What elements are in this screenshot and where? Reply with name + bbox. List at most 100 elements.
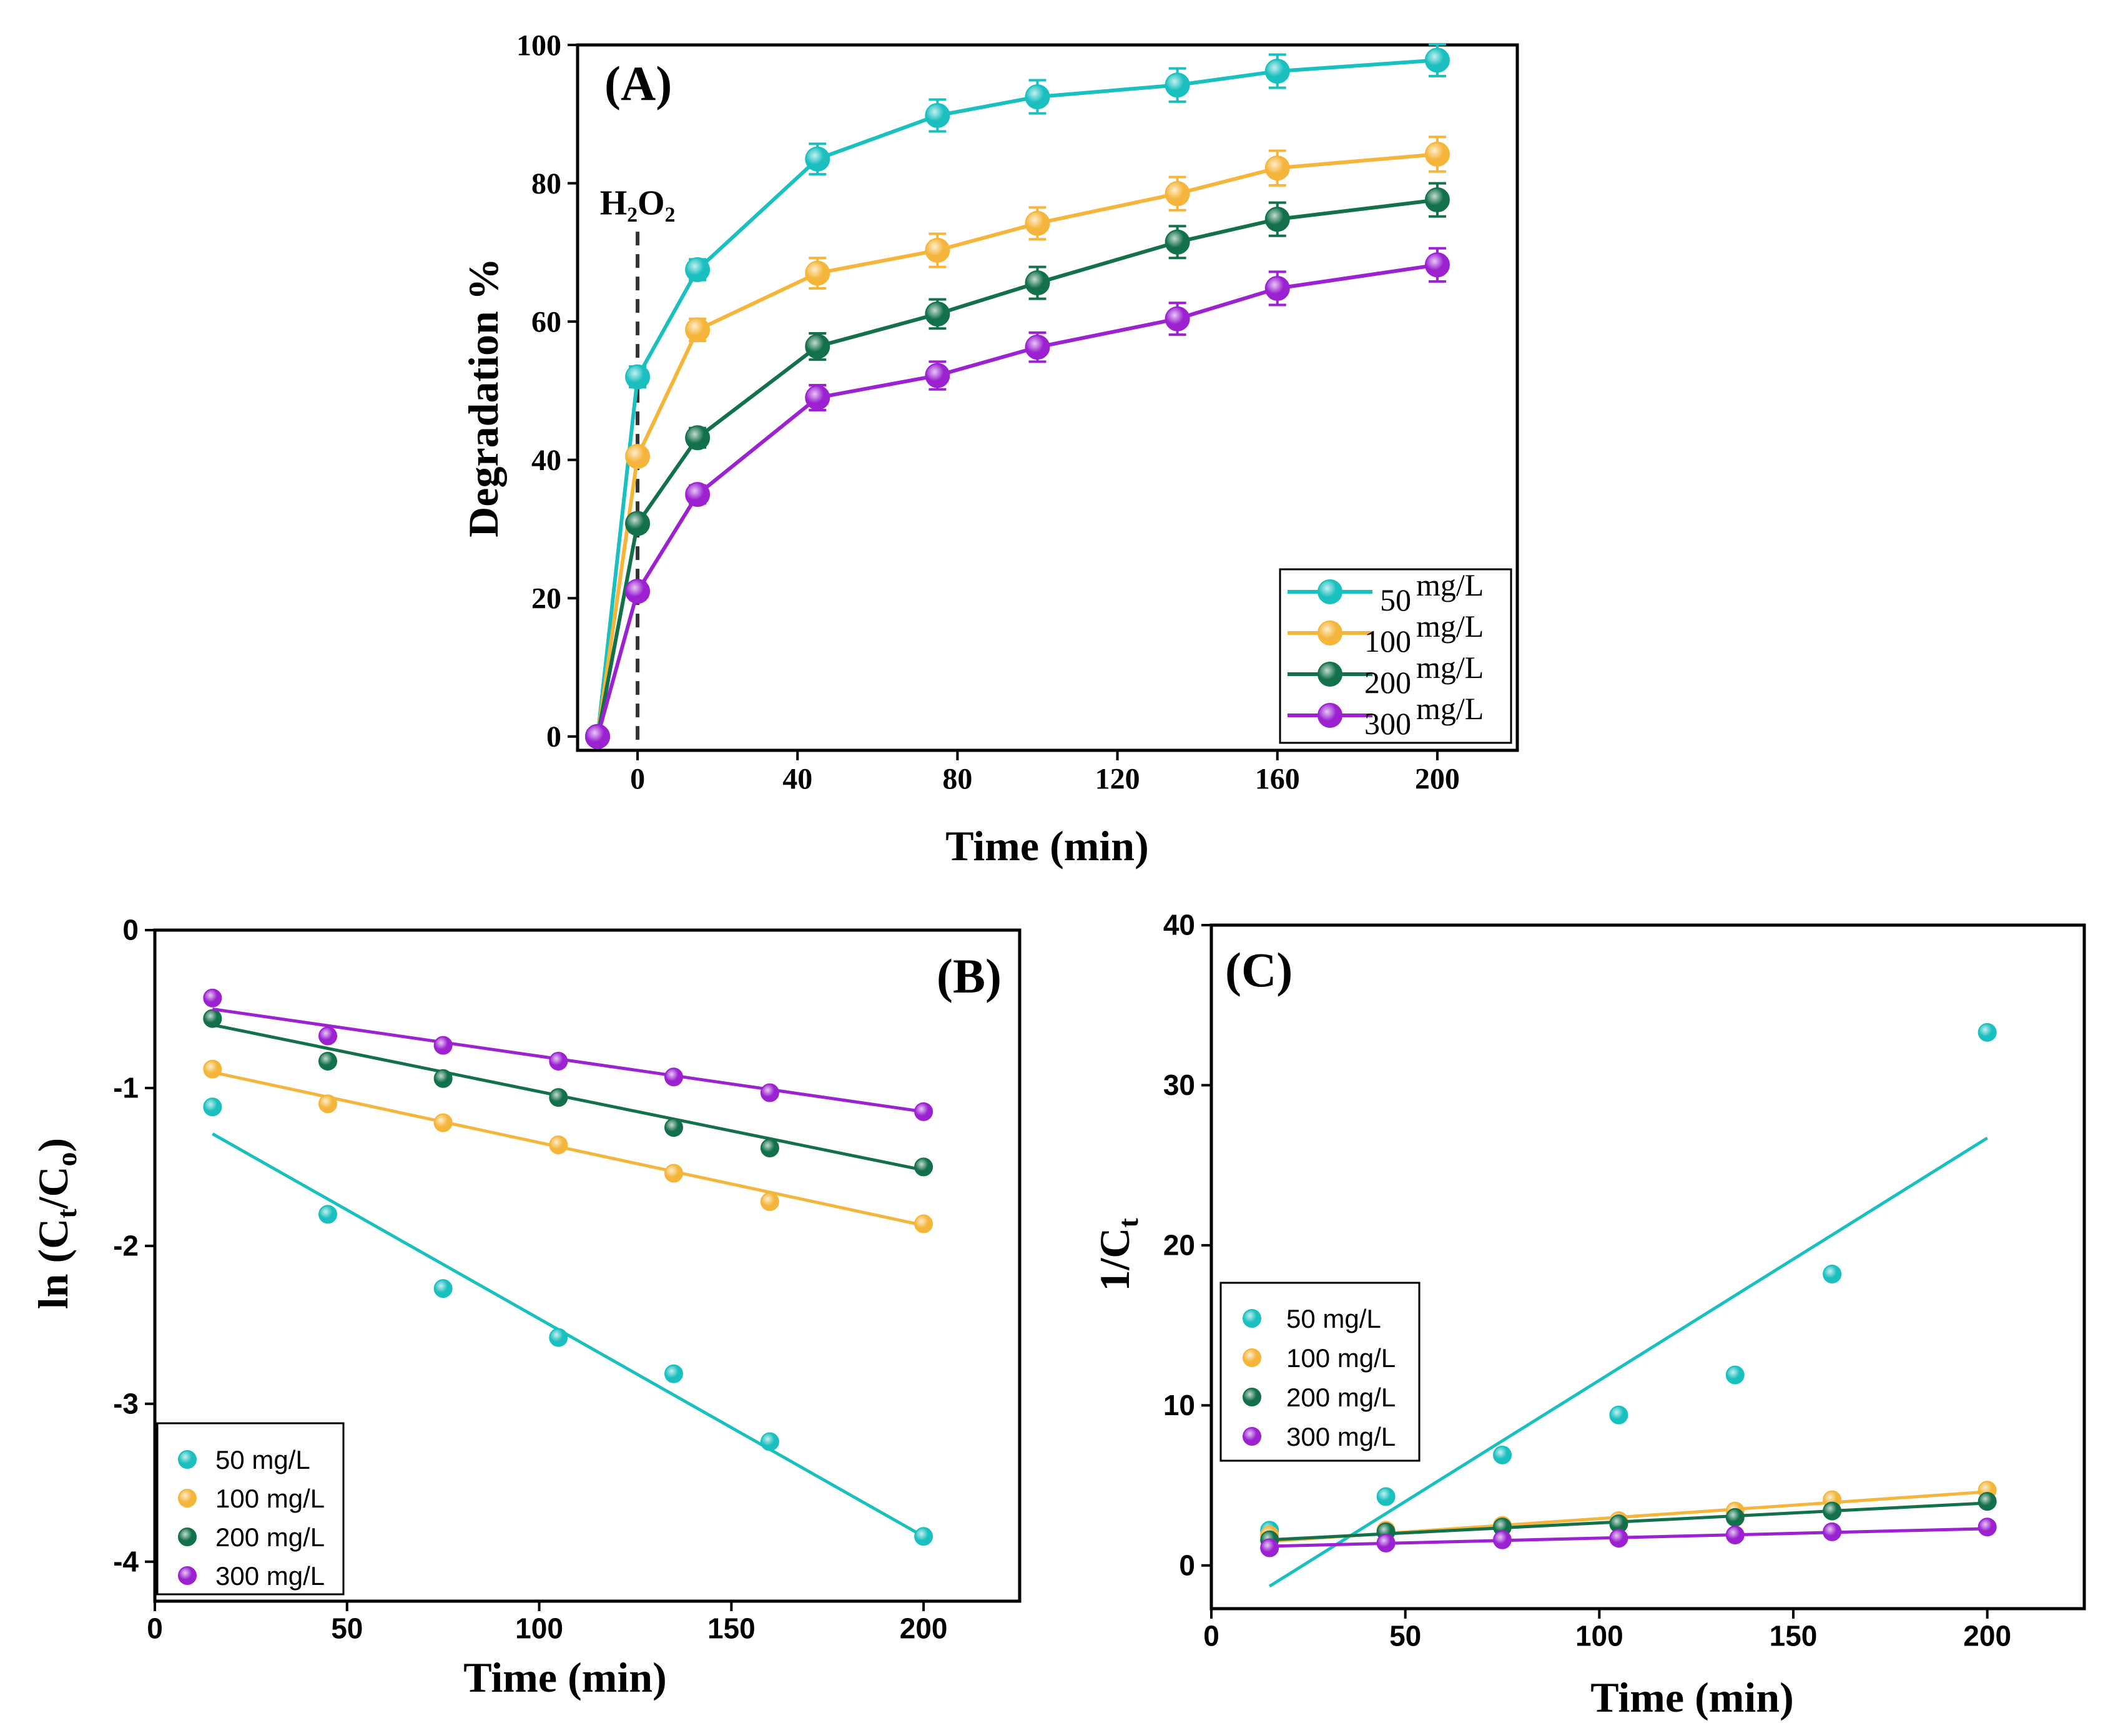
legend-unit: mg/L <box>1416 691 1484 726</box>
x-tick-label: 50 <box>1389 1620 1421 1652</box>
panel-a-annotation: H₂O₂ <box>600 184 676 748</box>
x-tick-label: 100 <box>515 1612 563 1645</box>
x-tick-label: 40 <box>782 763 812 796</box>
legend-marker <box>1318 703 1342 728</box>
y-tick-label: 60 <box>531 305 561 338</box>
data-point <box>805 260 830 286</box>
data-point <box>1725 1526 1745 1545</box>
x-tick-label: 100 <box>1575 1620 1623 1652</box>
y-tick-label: 20 <box>1163 1229 1195 1262</box>
legend-number: 200 <box>1364 665 1411 700</box>
data-point <box>318 1026 337 1046</box>
panel-a-series <box>585 42 1450 749</box>
data-point <box>1823 1265 1842 1284</box>
data-point <box>1725 1508 1745 1527</box>
h2o2-label: H₂O₂ <box>600 184 676 222</box>
data-point <box>1978 1492 1997 1511</box>
legend-number: 50 <box>1380 582 1411 617</box>
data-point <box>1823 1501 1842 1521</box>
panel-c: 0 50 100 150 200 0 10 20 30 40 (C) Time (min) 1/C… <box>1091 909 2086 1721</box>
data-point <box>203 1097 222 1117</box>
legend-marker <box>1243 1309 1261 1328</box>
data-point <box>1493 1530 1512 1549</box>
x-tick-label: 0 <box>1203 1620 1219 1652</box>
y-tick-label: 20 <box>531 582 561 615</box>
data-point <box>1493 1445 1512 1464</box>
data-point <box>760 1192 779 1212</box>
data-point <box>1165 229 1190 255</box>
legend-item-300-mg-l: 300 mg/L <box>1288 691 1484 741</box>
legend-marker <box>178 1450 197 1469</box>
panel-b-ylabel: ln (Ct/Co) <box>29 1138 82 1309</box>
data-point <box>914 1102 933 1121</box>
series-300-mg-l <box>585 247 1450 749</box>
data-point <box>1025 335 1050 360</box>
data-point <box>549 1088 568 1107</box>
series-200-mg-l <box>203 1009 933 1177</box>
x-tick-label: 50 <box>331 1612 363 1645</box>
panel-b-series <box>203 988 933 1546</box>
data-point <box>925 238 950 263</box>
data-point <box>625 511 651 536</box>
panel-b-legend: 50 mg/L 100 mg/L 200 mg/L 300 mg/L <box>156 1422 345 1596</box>
legend-marker <box>1318 620 1342 645</box>
legend-label: 300 mg/L <box>1286 1422 1396 1451</box>
data-point <box>625 364 651 390</box>
y-tick-label: 0 <box>1179 1549 1195 1581</box>
panel-c-ticks: 0 50 100 150 200 0 10 20 30 40 <box>1163 909 2011 1652</box>
legend-label: 200 mg/L <box>215 1523 325 1552</box>
data-point <box>1376 1533 1396 1552</box>
legend-label: 50 mg/L <box>215 1445 310 1474</box>
y-tick-label: 80 <box>531 167 561 200</box>
legend-marker <box>178 1566 197 1585</box>
legend-item-300-mg-l: 300 mg/L <box>178 1561 325 1591</box>
series-50-mg-l <box>585 42 1450 749</box>
legend-marker <box>1243 1427 1261 1446</box>
panel-a-ticks: 0 40 80 120 160 200 0 20 40 60 80 100 <box>516 29 1460 795</box>
x-tick-label: 160 <box>1255 763 1300 796</box>
legend-label: 50 mg/L <box>1286 1304 1381 1333</box>
series-200-mg-l <box>1260 1492 1997 1549</box>
series-100-mg-l <box>203 1059 933 1233</box>
series-50-mg-l <box>203 1097 933 1546</box>
y-tick-label: 40 <box>531 444 561 477</box>
data-point <box>925 103 950 128</box>
legend-item-200-mg-l: 200 mg/L <box>178 1523 325 1552</box>
data-point <box>203 1059 222 1079</box>
y-tick-label: 30 <box>1163 1069 1195 1101</box>
legend-unit: mg/L <box>1416 650 1484 685</box>
x-tick-label: 120 <box>1095 763 1140 796</box>
legend-label: 100 mg/L <box>215 1484 325 1513</box>
x-tick-label: 200 <box>900 1612 948 1645</box>
data-point <box>1260 1538 1279 1557</box>
x-tick-label: 200 <box>1963 1620 2011 1652</box>
panel-b: 0 50 100 150 200 0 -1 -2 -3 -4 (B) Time (min) ln … <box>29 914 1022 1701</box>
panel-b-frame <box>153 928 1022 1603</box>
legend-label: 100 mg/L <box>1286 1343 1396 1373</box>
data-point <box>203 988 222 1008</box>
series-300-mg-l <box>203 988 933 1121</box>
y-tick-label: -2 <box>113 1230 139 1262</box>
data-point <box>664 1164 683 1183</box>
data-point <box>664 1118 683 1137</box>
x-tick-label: 0 <box>147 1612 163 1645</box>
y-tick-label: 40 <box>1163 909 1195 941</box>
x-tick-label: 150 <box>707 1612 756 1645</box>
data-point <box>549 1135 568 1154</box>
legend-marker <box>1243 1388 1261 1406</box>
data-point <box>685 482 711 508</box>
data-point <box>760 1139 779 1158</box>
y-tick-label: 0 <box>122 914 139 946</box>
data-point <box>1609 1529 1628 1548</box>
data-point <box>1025 210 1050 236</box>
y-tick-label: 10 <box>1163 1389 1195 1421</box>
legend-label: 200 mg/L <box>1286 1383 1396 1412</box>
data-point <box>685 257 711 283</box>
data-point <box>805 334 830 360</box>
data-point <box>664 1067 683 1087</box>
legend-marker <box>1318 662 1342 687</box>
data-point <box>760 1432 779 1451</box>
data-point <box>685 317 711 343</box>
